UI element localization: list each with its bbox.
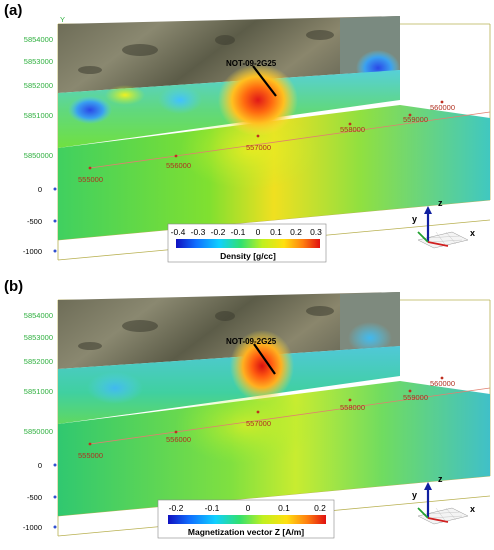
colorbar-tick: 0 [256, 227, 261, 237]
depth-tick: -500 [27, 217, 42, 226]
drill-hole-label: NOT-09-2G25 [226, 59, 277, 68]
easting-tick: 556000 [166, 161, 191, 170]
easting-tick: 555000 [78, 451, 103, 460]
colorbar-title: Density [g/cc] [220, 251, 276, 261]
depth-ticks: 0 -500 -1000 [23, 185, 42, 256]
easting-ticks: 555000 556000 557000 558000 559000 56000… [78, 379, 455, 460]
floor-anomaly [175, 388, 315, 464]
easting-ticks: 555000 556000 557000 558000 559000 56000… [78, 103, 455, 184]
terrain-texture [78, 306, 334, 350]
easting-tick: 560000 [430, 379, 455, 388]
colorbar-ticks: -0.4 -0.3 -0.2 -0.1 0 0.1 0.2 0.3 [171, 227, 323, 237]
northing-tick: 5850000 [24, 151, 53, 160]
colorbar-title: Magnetization vector Z [A/m] [188, 527, 304, 537]
depth-ticks: 0 -500 -1000 [23, 461, 42, 532]
easting-tick: 558000 [340, 125, 365, 134]
x-axis-arrow [427, 241, 449, 247]
panel-label: (b) [4, 278, 24, 295]
northing-ticks: 5854000 5853000 5852000 5851000 5850000 [24, 311, 53, 436]
triad-y-label: y [412, 490, 417, 500]
orientation-triad: z y x [412, 474, 475, 525]
northing-tick: 5854000 [24, 35, 53, 44]
x-axis-arrow [427, 517, 449, 523]
colorbar-tick: -0.1 [205, 503, 220, 513]
easting-tick: 558000 [340, 403, 365, 412]
colorbar-scale [168, 515, 326, 524]
orientation-triad: z y x [412, 198, 475, 249]
northing-tick: 5851000 [24, 111, 53, 120]
colorbar: -0.4 -0.3 -0.2 -0.1 0 0.1 0.2 0.3 Densit… [167, 223, 327, 263]
easting-tick: 557000 [246, 143, 271, 152]
y-axis-label: Y [60, 15, 65, 24]
negative-anomaly-mid [158, 86, 202, 114]
easting-tick: 556000 [166, 435, 191, 444]
depth-tick: 0 [38, 185, 42, 194]
panel-a: (a) [0, 0, 494, 272]
triad-z-label: z [438, 198, 443, 208]
floor-anomaly [180, 110, 320, 190]
northing-tick: 5852000 [24, 357, 53, 366]
depth-tick-marks [53, 187, 57, 253]
colorbar-tick: 0.3 [310, 227, 322, 237]
positive-anomaly-main [230, 330, 294, 402]
colorbar: -0.2 -0.1 0 0.1 0.2 Magnetization vector… [157, 499, 335, 539]
colorbar-tick: 0 [246, 503, 251, 513]
colorbar-scale [176, 239, 320, 248]
y-axis-arrow [417, 231, 429, 243]
depth-tick-marks [53, 463, 57, 529]
drill-hole [252, 65, 277, 97]
depth-tick: 0 [38, 461, 42, 470]
panel-b: (b) [0, 276, 494, 548]
positive-anomaly-small [105, 85, 145, 105]
easting-tick: 560000 [430, 103, 455, 112]
drill-hole [253, 343, 276, 375]
northing-ticks: 5854000 5853000 5852000 5851000 5850000 [24, 35, 53, 160]
colorbar-tick: 0.2 [314, 503, 326, 513]
colorbar-tick: -0.2 [169, 503, 184, 513]
triad-x-label: x [470, 504, 475, 514]
triad-x-label: x [470, 228, 475, 238]
triad-y-label: y [412, 214, 417, 224]
negative-anomaly-west [68, 96, 112, 124]
colorbar-tick: -0.3 [191, 227, 206, 237]
colorbar-tick: -0.4 [171, 227, 186, 237]
colorbar-tick: 0.2 [290, 227, 302, 237]
y-axis-arrow [417, 507, 429, 519]
negative-anomaly-west [87, 372, 143, 404]
depth-tick: -1000 [23, 247, 42, 256]
drill-hole-label: NOT-09-2G25 [226, 337, 277, 346]
easting-tick: 555000 [78, 175, 103, 184]
northing-tick: 5851000 [24, 387, 53, 396]
colorbar-tick: 0.1 [278, 503, 290, 513]
northing-tick: 5850000 [24, 427, 53, 436]
easting-tick: 557000 [246, 419, 271, 428]
terrain-texture [78, 30, 334, 74]
northing-tick: 5853000 [24, 333, 53, 342]
easting-axis [89, 387, 491, 445]
northing-tick: 5854000 [24, 311, 53, 320]
colorbar-tick: 0.1 [270, 227, 282, 237]
depth-tick: -500 [27, 493, 42, 502]
colorbar-ticks: -0.2 -0.1 0 0.1 0.2 [169, 503, 327, 513]
panel-label: (a) [4, 2, 23, 19]
northing-tick: 5852000 [24, 81, 53, 90]
density-3d-view: NOT-09-2G25 Y 5854000 5853000 5852000 58… [23, 15, 491, 263]
anomaly-right [348, 322, 392, 354]
colorbar-tick: -0.2 [211, 227, 226, 237]
easting-tick-marks [88, 376, 444, 446]
easting-axis [89, 111, 491, 169]
easting-tick: 559000 [403, 393, 428, 402]
depth-tick: -1000 [23, 523, 42, 532]
colorbar-tick: -0.1 [231, 227, 246, 237]
positive-anomaly-main [218, 64, 298, 136]
front-section [58, 346, 400, 424]
northing-tick: 5853000 [24, 57, 53, 66]
triad-z-label: z [438, 474, 443, 484]
magnetization-3d-view: NOT-09-2G25 5854000 5853000 5852000 5851… [23, 292, 491, 539]
easting-tick: 559000 [403, 115, 428, 124]
easting-tick-marks [88, 100, 444, 170]
